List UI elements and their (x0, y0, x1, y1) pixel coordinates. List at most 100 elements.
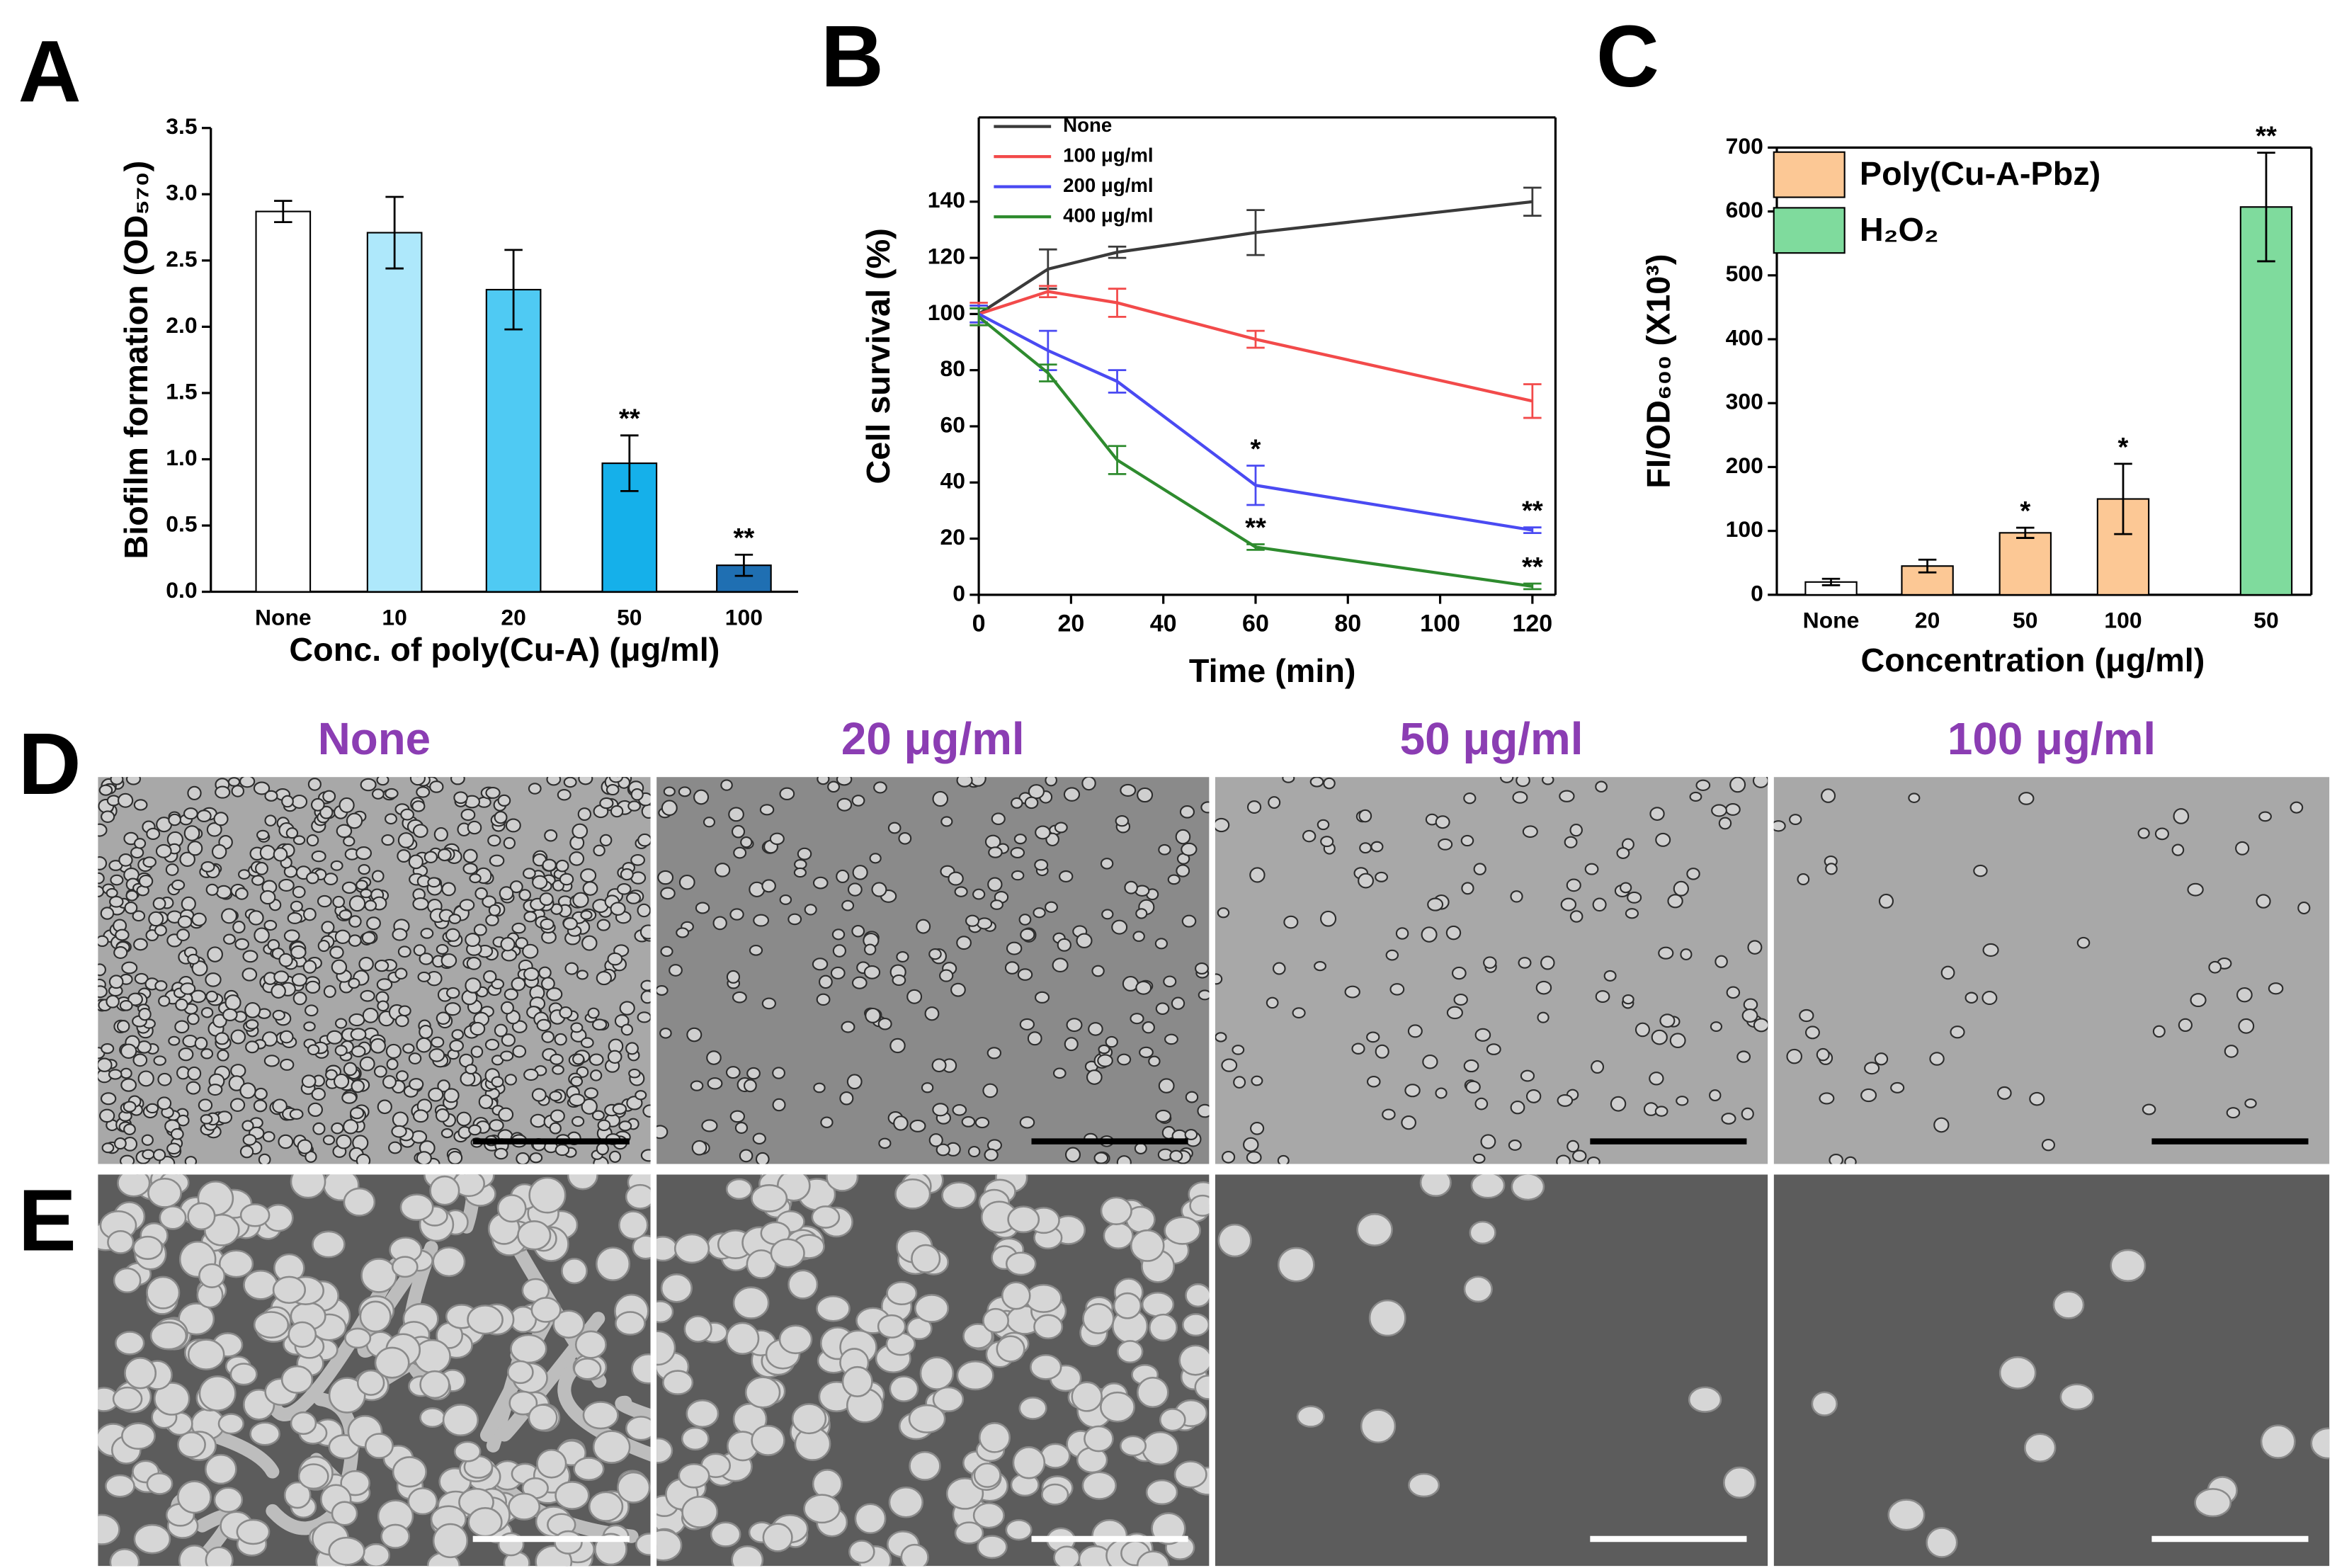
cell (1486, 1043, 1501, 1055)
cell (366, 916, 381, 931)
cell (932, 790, 949, 807)
y-tick-label: 20 (940, 524, 965, 550)
cell (443, 1088, 460, 1103)
cell (215, 885, 232, 899)
cell (186, 1013, 200, 1026)
cell (779, 787, 795, 800)
cell (563, 777, 577, 788)
cell (98, 1513, 120, 1545)
cell (755, 1152, 770, 1164)
cell (1178, 1344, 1210, 1376)
cell (2110, 1249, 2146, 1283)
cell (948, 871, 964, 886)
cell (321, 921, 335, 934)
cell (1743, 998, 1758, 1011)
cell (453, 791, 468, 805)
cell (217, 1110, 233, 1124)
x-tick-label: 0 (972, 610, 986, 637)
cell (360, 778, 377, 792)
cell (348, 1013, 365, 1027)
cell (511, 1020, 528, 1033)
cell (515, 937, 528, 950)
cell (580, 909, 593, 920)
cell (640, 979, 651, 992)
cell (183, 825, 200, 841)
micrograph (1215, 777, 1768, 1164)
cell (127, 992, 143, 1006)
cell (177, 1431, 206, 1458)
cell (509, 880, 523, 894)
bar (485, 288, 542, 593)
cell (1034, 858, 1049, 871)
cell (459, 899, 475, 911)
cell (409, 777, 426, 786)
cell (187, 1339, 225, 1370)
cell (1463, 1059, 1479, 1073)
cell (431, 1036, 445, 1048)
cell (124, 1357, 157, 1390)
cell (212, 1013, 227, 1028)
cell (559, 873, 574, 886)
cell (108, 975, 124, 989)
cell (1246, 1151, 1262, 1164)
cell (179, 851, 195, 868)
cell (1081, 1471, 1117, 1500)
cell (1382, 1108, 1396, 1120)
cell (550, 1109, 565, 1123)
cell (1982, 943, 1999, 958)
cell (1179, 805, 1195, 819)
cell (1033, 907, 1046, 919)
cell (660, 1273, 693, 1303)
error-bar (1523, 383, 1542, 419)
cell (761, 879, 776, 893)
cell (574, 1330, 607, 1359)
error-bar (1039, 363, 1057, 382)
cell (310, 797, 325, 812)
cell (206, 822, 222, 837)
cell (491, 1076, 504, 1088)
cell (1082, 1302, 1115, 1334)
cell (1098, 1044, 1110, 1055)
cell (639, 924, 651, 940)
cell (358, 864, 370, 875)
cell (1076, 933, 1093, 949)
cell (1933, 1117, 1950, 1133)
cell (1658, 946, 1674, 960)
cell (580, 868, 597, 883)
cell (417, 971, 431, 982)
cell (1874, 1052, 1889, 1066)
cell (231, 785, 245, 797)
cell (1715, 955, 1728, 968)
cell (686, 1399, 720, 1428)
cell (1105, 1035, 1118, 1048)
cell (1463, 792, 1477, 805)
cell (1158, 1078, 1175, 1093)
cell (1243, 1137, 1259, 1152)
cell (2194, 1488, 2232, 1518)
cell (191, 960, 208, 977)
cell (523, 1068, 539, 1081)
cell (673, 1233, 710, 1264)
cell (497, 794, 511, 807)
cell (744, 1376, 781, 1409)
cell (1319, 910, 1337, 927)
cell (678, 1463, 710, 1489)
error-bar (1523, 582, 1542, 591)
cell (263, 919, 278, 931)
cell (973, 1462, 1001, 1488)
cell (186, 1081, 201, 1095)
cell (2152, 1025, 2166, 1038)
cell (377, 1099, 392, 1115)
cell (676, 927, 690, 938)
cell (333, 1073, 350, 1089)
cell (371, 788, 385, 800)
cell (982, 1307, 1009, 1334)
cell (412, 897, 429, 911)
cell (1004, 961, 1020, 975)
cell (1729, 777, 1746, 793)
cell (578, 777, 593, 785)
cell (413, 944, 426, 957)
cell (772, 1067, 785, 1079)
cell (1408, 1472, 1440, 1498)
cell (249, 1421, 280, 1446)
